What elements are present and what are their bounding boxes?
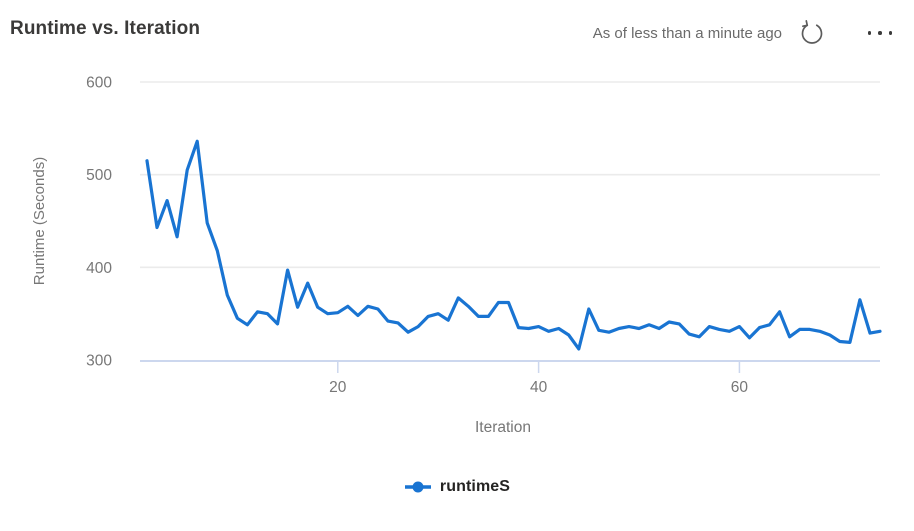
legend-label: runtimeS (439, 478, 511, 495)
y-tick-label-300: 300 (86, 353, 112, 370)
refresh-icon (799, 20, 825, 46)
x-tick-label-60: 60 (731, 379, 749, 396)
refresh-button[interactable] (798, 19, 826, 47)
ellipsis-icon (867, 31, 893, 35)
as-of-timestamp: As of less than a minute ago (592, 24, 782, 42)
x-tick-label-20: 20 (329, 379, 347, 396)
x-axis-title: Iteration (475, 419, 531, 436)
y-tick-label-500: 500 (86, 167, 112, 184)
y-axis-title: Runtime (Seconds) (31, 157, 48, 285)
x-tick-label-40: 40 (530, 379, 548, 396)
legend-marker-icon (404, 480, 432, 494)
legend-item-runtimeS[interactable]: runtimeS (404, 478, 510, 496)
series-line-runtimeS (145, 139, 882, 351)
y-tick-label-400: 400 (86, 260, 112, 277)
line-chart: 20 40 60 300 400 500 600 Runtime (Seconds) Itera… (31, 75, 882, 436)
page-title: Runtime vs. Iteration (10, 18, 201, 39)
header-actions: As of less than a minute ago (593, 18, 894, 48)
legend: runtimeS (0, 478, 914, 496)
more-options-button[interactable] (866, 19, 894, 47)
y-tick-label-600: 600 (86, 75, 112, 92)
